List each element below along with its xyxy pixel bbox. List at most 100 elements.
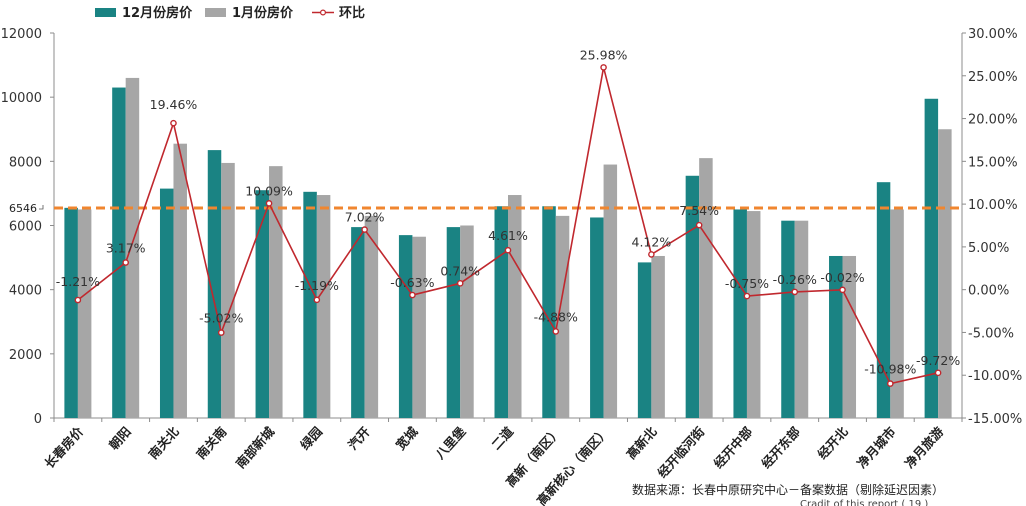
line-point-15	[791, 288, 799, 296]
bar-jan-6	[364, 215, 379, 418]
line-data-label: -4.88%	[534, 309, 578, 324]
bar-dec-6	[351, 227, 365, 418]
bar-dec-9	[494, 206, 508, 418]
x-category-label: 宽城	[392, 424, 421, 454]
y-left-tick-label: 8000	[9, 155, 42, 170]
bar-jan-17	[890, 209, 904, 418]
x-category-label: 汽开	[345, 424, 373, 453]
y-right-tick-label: -15.00%	[968, 412, 1022, 427]
y-right-tick-label: 25.00%	[968, 70, 1018, 85]
bar-jan-11	[603, 164, 618, 418]
bar-dec-18	[924, 98, 939, 418]
bar-dec-8	[446, 227, 461, 418]
bar-dec-7	[398, 235, 413, 418]
y-left-tick-label: 4000	[9, 284, 42, 299]
line-point-10	[552, 328, 560, 335]
bars-layer	[64, 77, 952, 419]
reference-line-layer: 6546	[9, 202, 962, 215]
line-data-label: -5.02%	[199, 311, 243, 326]
legend: 12月份房价 1月份房价 环比	[95, 5, 365, 21]
legend-marker-2	[320, 9, 327, 16]
line-data-label: -0.02%	[820, 270, 864, 285]
line-data-label: 7.54%	[679, 203, 719, 218]
x-category-label: 经开临河街	[654, 424, 707, 481]
x-category-label: 高新北	[623, 424, 660, 462]
line-data-label: 4.61%	[488, 228, 528, 243]
return-glyph-icon	[39, 204, 44, 210]
bar-jan-2	[173, 143, 187, 418]
x-category-label: 朝阳	[106, 424, 134, 453]
bar-jan-18	[938, 129, 952, 418]
line-point-0	[74, 296, 82, 304]
line-data-label: -9.72%	[916, 353, 960, 368]
line-data-label: 4.12%	[632, 234, 672, 249]
bar-jan-8	[460, 225, 474, 418]
bar-jan-7	[412, 236, 426, 418]
line-data-label: 25.98%	[580, 47, 628, 62]
line-point-4	[265, 200, 273, 207]
footer-cut-text: Cradit of this report ( 19 )	[800, 499, 929, 506]
line-point-12	[648, 251, 655, 258]
line-point-6	[361, 226, 368, 233]
line-data-label: 3.17%	[106, 241, 146, 256]
line-data-label: 0.74%	[440, 263, 480, 278]
line-data-label: 19.46%	[150, 97, 198, 112]
x-category-label: 净月旅游	[902, 424, 947, 472]
x-category-label: 南部新城	[233, 424, 278, 472]
bar-dec-13	[685, 175, 700, 418]
bar-jan-14	[746, 211, 761, 418]
source-note: 数据来源：长春中原研究中心－备案数据（剔除延迟因素）	[632, 483, 945, 497]
line-data-label: -0.75%	[725, 276, 769, 291]
x-category-label: 八里堡	[432, 424, 469, 463]
y-left-tick-label: 2000	[9, 348, 42, 363]
x-category-label: 二道	[488, 424, 516, 453]
line-point-16	[839, 286, 846, 294]
y-right-tick-label: 15.00%	[968, 155, 1018, 170]
bar-jan-3	[221, 162, 235, 418]
y-right-tick-label: 20.00%	[968, 113, 1018, 128]
legend-label-2: 环比	[339, 5, 365, 21]
y-right-tick-label: 0.00%	[968, 284, 1009, 299]
line-point-7	[409, 291, 416, 299]
line-point-8	[456, 280, 464, 287]
line-point-3	[217, 329, 225, 336]
line-data-label: -0.26%	[773, 272, 817, 287]
bar-jan-9	[508, 195, 522, 418]
line-point-1	[122, 259, 129, 266]
y-right-tick-label: 5.00%	[968, 241, 1009, 256]
x-category-label: 经开东部	[758, 424, 803, 472]
bar-dec-10	[542, 206, 556, 418]
line-point-9	[504, 246, 512, 254]
bar-dec-0	[64, 207, 78, 418]
x-category-label: 净月城市	[854, 424, 899, 472]
y-left-tick-label: 10000	[1, 91, 42, 106]
line-data-label: 10.09%	[245, 183, 293, 198]
line-series-layer	[74, 64, 942, 387]
y-right-tick-label: 30.00%	[968, 27, 1018, 42]
bar-jan-13	[699, 158, 713, 418]
legend-label-0: 12月份房价	[122, 5, 193, 21]
x-category-label: 长春房价	[42, 424, 87, 472]
bar-jan-12	[651, 255, 665, 418]
line-point-14	[743, 292, 751, 300]
bar-dec-15	[781, 220, 795, 418]
legend-label-1: 1月份房价	[232, 5, 294, 21]
line-data-label: -0.63%	[390, 275, 434, 290]
bar-dec-17	[876, 182, 891, 418]
y-left-tick-label: 12000	[1, 27, 42, 42]
bar-jan-1	[125, 77, 140, 419]
axes-layer: 0 2000 4000 6000 8000 10000 12000 -15.00% -10.00…	[1, 27, 1023, 427]
x-category-label: 经开北	[815, 424, 852, 462]
bar-dec-12	[637, 262, 652, 418]
y-right-tick-label: -10.00%	[968, 369, 1022, 384]
bar-dec-5	[303, 191, 317, 418]
line-point-11	[600, 64, 607, 71]
line-point-13	[695, 221, 703, 229]
bar-dec-2	[159, 188, 174, 418]
line-point-17	[887, 380, 894, 387]
line-data-label: -1.19%	[295, 278, 339, 293]
y-left-tick-label: 0	[34, 412, 42, 427]
bar-dec-1	[112, 87, 126, 419]
bar-dec-4	[255, 190, 270, 418]
